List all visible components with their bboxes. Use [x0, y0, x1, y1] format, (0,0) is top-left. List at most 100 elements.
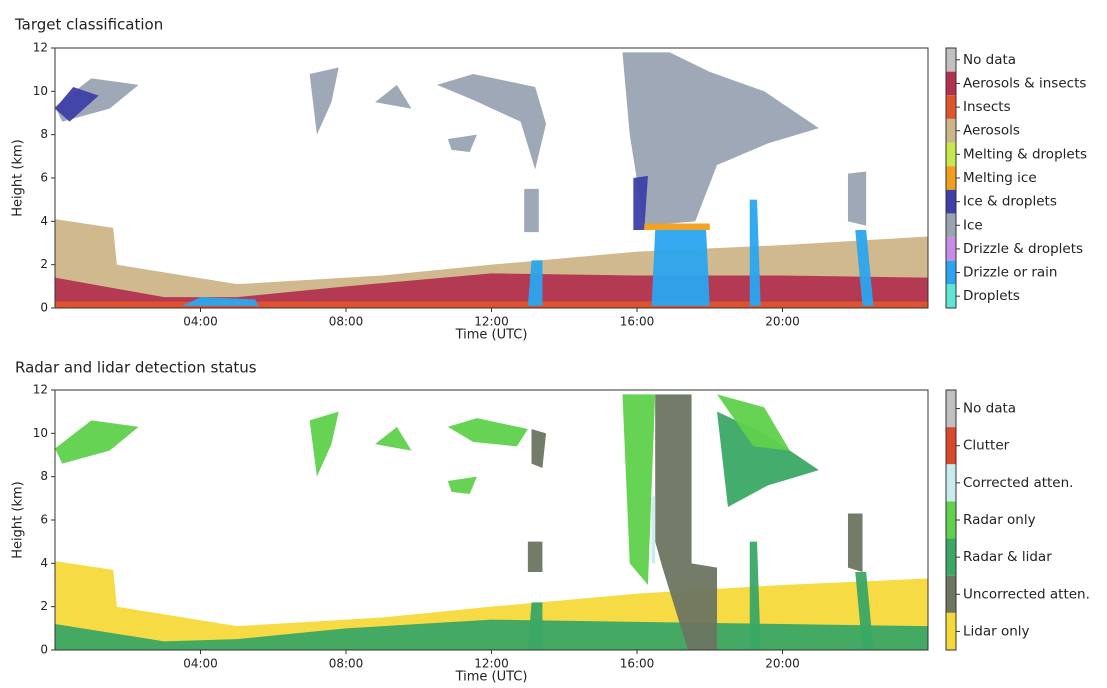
y-tick-label: 4 — [40, 214, 48, 228]
y-tick-label: 12 — [33, 41, 48, 55]
panel-title: Target classification — [14, 16, 163, 34]
field-region — [749, 541, 761, 650]
legend-label: Corrected atten. — [963, 475, 1073, 491]
y-tick-label: 0 — [40, 301, 48, 315]
y-tick-label: 10 — [33, 426, 48, 440]
colorbar-swatch — [946, 464, 956, 502]
y-tick-label: 10 — [33, 84, 48, 98]
colorbar-swatch — [946, 118, 956, 143]
y-axis-label: Height (km) — [11, 481, 26, 558]
field-region — [651, 230, 710, 306]
legend-label: Ice — [963, 217, 983, 233]
field-region — [651, 494, 656, 564]
x-tick-label: 20:00 — [765, 315, 800, 329]
x-tick-label: 12:00 — [474, 657, 509, 671]
field-region — [527, 602, 543, 650]
x-tick-label: 04:00 — [183, 657, 218, 671]
colorbar-swatch — [946, 237, 956, 261]
field-region — [447, 418, 528, 447]
y-tick-label: 6 — [40, 513, 48, 527]
field-region — [375, 426, 412, 451]
x-tick-label: 08:00 — [329, 315, 364, 329]
field-region — [447, 134, 477, 152]
x-tick-label: 04:00 — [183, 315, 218, 329]
legend-label: No data — [963, 52, 1016, 68]
y-tick-label: 12 — [33, 383, 48, 397]
colorbar-swatch — [946, 48, 956, 72]
colorbar-swatch — [946, 612, 956, 650]
legend-label: Aerosols — [963, 123, 1020, 139]
y-tick-label: 8 — [40, 127, 48, 141]
field-region — [55, 301, 928, 308]
panel-title: Radar and lidar detection status — [15, 359, 257, 377]
legend-label: Radar & lidar — [963, 549, 1052, 565]
field-region — [655, 394, 718, 650]
legend-label: Melting ice — [963, 170, 1037, 186]
legend-label: Clutter — [963, 438, 1010, 454]
y-axis-label: Height (km) — [11, 139, 26, 216]
colorbar-swatch — [946, 538, 956, 576]
legend-label: Ice & droplets — [963, 194, 1057, 210]
x-tick-label: 08:00 — [329, 657, 364, 671]
field-region — [524, 188, 539, 233]
field-region — [375, 84, 412, 109]
legend-label: Uncorrected atten. — [963, 586, 1090, 602]
y-tick-label: 0 — [40, 643, 48, 657]
colorbar-swatch — [946, 142, 956, 167]
field-region — [182, 297, 259, 306]
colorbar-swatch — [946, 501, 956, 539]
field-region — [527, 260, 543, 306]
field-region — [309, 411, 339, 477]
y-tick-label: 2 — [40, 599, 48, 613]
legend-label: Insects — [963, 99, 1011, 115]
x-axis-label: Time (UTC) — [455, 328, 528, 343]
colorbar-swatch — [946, 166, 956, 190]
legend-label: Aerosols & insects — [963, 75, 1086, 91]
colorbar-swatch — [946, 213, 956, 238]
field-region — [622, 394, 656, 585]
field-region — [447, 476, 477, 494]
colorbar-frame — [945, 47, 957, 309]
field-region — [855, 230, 874, 306]
field-region — [717, 411, 819, 507]
field-region — [309, 67, 339, 135]
field-region — [633, 175, 648, 230]
x-axis-label: Time (UTC) — [455, 670, 528, 685]
colorbar-swatch — [946, 260, 956, 285]
field-region — [622, 52, 819, 226]
field-region — [644, 223, 710, 230]
legend-label: Lidar only — [963, 623, 1030, 639]
field-region — [847, 171, 867, 226]
colorbar-swatch — [946, 189, 956, 214]
field-region — [749, 199, 761, 306]
x-tick-label: 20:00 — [765, 657, 800, 671]
colorbar-swatch — [946, 575, 956, 613]
x-tick-label: 16:00 — [620, 657, 655, 671]
panel: Radar and lidar detection status 0 2 4 6 8 10 1… — [11, 359, 1090, 685]
colorbar-frame — [945, 389, 957, 651]
field-region — [55, 87, 99, 122]
colorbar-swatch — [946, 71, 956, 96]
field-region — [436, 74, 547, 170]
legend-label: Drizzle or rain — [963, 265, 1057, 281]
panel: Target classification 0 2 4 6 8 10 12 04:00 08:00… — [11, 16, 1088, 343]
field-region — [531, 429, 547, 468]
legend-label: Radar only — [963, 512, 1036, 528]
field-region — [527, 541, 543, 572]
legend-label: No data — [963, 401, 1016, 417]
field-region — [855, 572, 874, 650]
legend-label: Droplets — [963, 288, 1020, 304]
y-tick-label: 8 — [40, 469, 48, 483]
field-region — [717, 394, 790, 451]
colorbar-swatch — [946, 284, 956, 308]
colorbar-swatch — [946, 95, 956, 119]
y-tick-label: 2 — [40, 257, 48, 271]
y-tick-label: 6 — [40, 171, 48, 185]
colorbar-swatch — [946, 390, 956, 428]
colorbar-swatch — [946, 427, 956, 465]
field-region — [55, 420, 139, 464]
field-region — [55, 273, 928, 308]
field-region — [847, 513, 863, 572]
legend-label: Melting & droplets — [963, 146, 1087, 162]
x-tick-label: 12:00 — [474, 315, 509, 329]
